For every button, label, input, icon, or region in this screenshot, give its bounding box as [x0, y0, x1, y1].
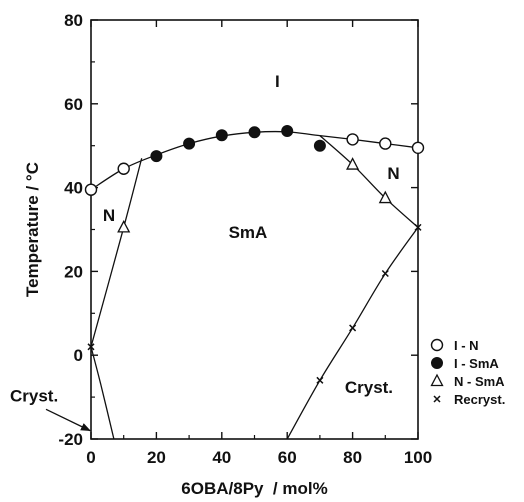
y-tick-label: 0: [74, 346, 83, 365]
x-tick-label: 20: [147, 448, 166, 467]
legend-marker: [431, 357, 443, 369]
data-point: [117, 220, 131, 233]
data-point: [414, 223, 422, 231]
data-point: [411, 141, 425, 154]
legend-label: N - SmA: [454, 374, 505, 389]
x-axis-title: 6OBA/8Py / mol%: [181, 479, 327, 498]
x-tick-label: 40: [212, 448, 231, 467]
annotation-arrow: [45, 408, 91, 432]
data-point: [84, 183, 98, 196]
region-label: Cryst.: [10, 386, 58, 405]
data-point: [248, 126, 261, 139]
data-point: [346, 133, 359, 146]
data-point: [379, 137, 392, 150]
data-point: [349, 324, 357, 332]
data-point: [117, 162, 130, 175]
region-label: SmA: [229, 223, 268, 242]
region-label: I: [275, 72, 280, 91]
legend-label: Recryst.: [454, 392, 505, 407]
legend-marker: [430, 373, 444, 387]
legend-marker: [433, 395, 441, 403]
legend-label: I - SmA: [454, 356, 499, 371]
legend-marker: [430, 338, 444, 352]
region-label: Cryst.: [345, 378, 393, 397]
region-label: N: [103, 206, 115, 225]
data-point: [150, 150, 163, 163]
x-tick-label: 100: [404, 448, 432, 467]
y-tick-label: 40: [64, 179, 83, 198]
y-tick-label: 20: [64, 262, 83, 281]
data-point: [313, 139, 326, 152]
data-point: [183, 137, 196, 150]
data-point: [378, 190, 392, 204]
y-axis-title: Temperature / °C: [23, 162, 42, 297]
region-label: N: [387, 164, 399, 183]
phase-boundary-1: [91, 158, 143, 347]
x-tick-label: 0: [86, 448, 95, 467]
data-point: [215, 129, 228, 142]
y-tick-label: 60: [64, 95, 83, 114]
data-point: [381, 269, 389, 278]
data-point: [316, 376, 324, 384]
y-tick-label: 80: [64, 11, 83, 30]
phase-boundary-3: [91, 346, 115, 439]
data-point: [281, 125, 294, 138]
legend-label: I - N: [454, 338, 479, 353]
y-tick-label: -20: [58, 430, 83, 449]
phase-boundary-2: [319, 135, 418, 228]
data-point: [87, 343, 95, 351]
x-tick-label: 60: [278, 448, 297, 467]
x-tick-label: 80: [343, 448, 362, 467]
phase-boundary-4: [286, 227, 418, 439]
data-point: [346, 157, 360, 170]
